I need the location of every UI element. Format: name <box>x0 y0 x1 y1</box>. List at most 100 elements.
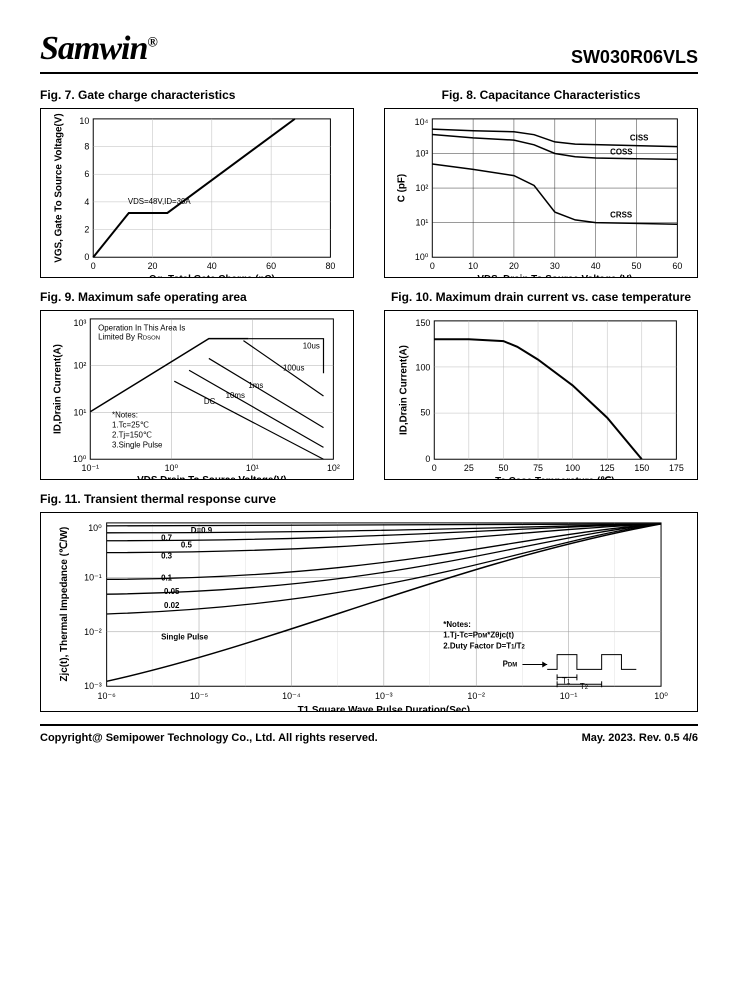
brand-logo: Samwin® <box>40 30 157 68</box>
svg-text:10: 10 <box>468 261 478 271</box>
svg-text:10⁰: 10⁰ <box>73 454 87 464</box>
svg-text:Limited By RDSON: Limited By RDSON <box>98 333 160 342</box>
svg-text:20: 20 <box>509 261 519 271</box>
svg-text:VDS, Drain To Source Voltage (: VDS, Drain To Source Voltage (V) <box>477 274 632 277</box>
svg-text:VDS=48V,ID=30A: VDS=48V,ID=30A <box>128 197 192 206</box>
svg-text:10⁻³: 10⁻³ <box>375 691 393 701</box>
svg-text:COSS: COSS <box>610 147 632 156</box>
svg-text:PDM: PDM <box>503 659 518 668</box>
svg-text:25: 25 <box>464 463 474 473</box>
svg-text:10⁰: 10⁰ <box>88 523 102 533</box>
svg-text:*Notes:: *Notes: <box>112 411 138 420</box>
svg-text:10⁰: 10⁰ <box>165 463 179 473</box>
svg-text:10³: 10³ <box>73 318 86 328</box>
svg-text:ID,Drain Current(A): ID,Drain Current(A) <box>399 345 410 435</box>
svg-text:150: 150 <box>416 318 431 328</box>
svg-text:0: 0 <box>432 463 437 473</box>
svg-text:1.Tc=25℃: 1.Tc=25℃ <box>112 421 149 430</box>
svg-text:40: 40 <box>591 261 601 271</box>
revision-text: May. 2023. Rev. 0.5 4/6 <box>582 732 698 744</box>
svg-text:10⁻²: 10⁻² <box>84 627 102 637</box>
part-number: SW030R06VLS <box>571 47 698 68</box>
page-footer: Copyright@ Semipower Technology Co., Ltd… <box>40 724 698 744</box>
svg-text:60: 60 <box>672 261 682 271</box>
svg-text:40: 40 <box>207 261 217 271</box>
svg-text:10⁴: 10⁴ <box>415 117 429 127</box>
svg-text:VDS,Drain To Source Voltage(V): VDS,Drain To Source Voltage(V) <box>137 475 286 479</box>
fig8-title: Fig. 8. Capacitance Characteristics <box>384 88 698 102</box>
svg-text:10⁻¹: 10⁻¹ <box>84 572 102 582</box>
svg-text:Zjc(t), Thermal Impedance (℃/W: Zjc(t), Thermal Impedance (℃/W) <box>59 527 70 682</box>
figure-10: Fig. 10. Maximum drain current vs. case … <box>384 290 698 480</box>
svg-text:20: 20 <box>148 261 158 271</box>
svg-text:10⁻¹: 10⁻¹ <box>82 463 100 473</box>
logo-text: Samwin <box>40 30 147 67</box>
svg-text:10⁻³: 10⁻³ <box>84 681 102 691</box>
svg-text:D=0.9: D=0.9 <box>191 526 213 535</box>
svg-text:50: 50 <box>632 261 642 271</box>
svg-text:10ms: 10ms <box>226 391 245 400</box>
svg-text:10⁰: 10⁰ <box>415 252 429 262</box>
svg-text:10¹: 10¹ <box>416 218 429 228</box>
svg-text:Tc,Case Temperature (℃): Tc,Case Temperature (℃) <box>495 476 614 479</box>
svg-text:100: 100 <box>565 463 580 473</box>
svg-text:75: 75 <box>533 463 543 473</box>
svg-text:10⁰: 10⁰ <box>654 691 668 701</box>
svg-text:100us: 100us <box>283 363 305 372</box>
svg-text:30: 30 <box>550 261 560 271</box>
page-header: Samwin® SW030R06VLS <box>40 30 698 74</box>
copyright-text: Copyright@ Semipower Technology Co., Ltd… <box>40 732 378 744</box>
svg-text:Single Pulse: Single Pulse <box>161 633 209 642</box>
fig10-title: Fig. 10. Maximum drain current vs. case … <box>384 290 698 304</box>
svg-text:10: 10 <box>79 116 89 126</box>
svg-text:CISS: CISS <box>630 134 648 143</box>
figure-11: Fig. 11. Transient thermal response curv… <box>40 492 698 712</box>
svg-text:10⁻¹: 10⁻¹ <box>560 691 578 701</box>
svg-text:60: 60 <box>266 261 276 271</box>
registered-mark: ® <box>147 36 156 51</box>
svg-text:10²: 10² <box>327 463 340 473</box>
svg-text:175: 175 <box>669 463 684 473</box>
svg-text:0: 0 <box>84 252 89 262</box>
svg-text:ID,Drain Current(A): ID,Drain Current(A) <box>53 344 64 434</box>
fig8-chart: CISS COSS CRSS 0 10 20 30 40 50 60 10⁰ 10¹ 10² 10… <box>384 108 698 278</box>
figure-7: Fig. 7. Gate charge characteristics <box>40 88 354 278</box>
fig10-chart: 0255075100125150175 050100150 Tc,Case Te… <box>384 310 698 480</box>
fig11-title: Fig. 11. Transient thermal response curv… <box>40 492 698 506</box>
svg-text:8: 8 <box>84 142 89 152</box>
svg-text:10³: 10³ <box>416 148 429 158</box>
svg-text:10²: 10² <box>73 360 86 370</box>
svg-text:0.7: 0.7 <box>161 534 173 543</box>
fig9-chart: Operation In This Area Is Limited By RDS… <box>40 310 354 480</box>
svg-text:10us: 10us <box>303 342 320 351</box>
fig9-title: Fig. 9. Maximum safe operating area <box>40 290 354 304</box>
svg-text:*Notes:: *Notes: <box>443 620 471 629</box>
svg-text:T2: T2 <box>580 682 588 691</box>
svg-text:Qg, Total Gate Charge (nC): Qg, Total Gate Charge (nC) <box>149 274 275 277</box>
chart-row-2: Fig. 9. Maximum safe operating area <box>40 290 698 480</box>
svg-text:0: 0 <box>430 261 435 271</box>
svg-text:CRSS: CRSS <box>610 211 632 220</box>
fig7-title: Fig. 7. Gate charge characteristics <box>40 88 354 102</box>
svg-text:DC: DC <box>204 397 216 406</box>
svg-text:C (pF): C (pF) <box>397 174 408 203</box>
svg-text:10⁻⁶: 10⁻⁶ <box>98 691 117 701</box>
svg-text:2.Duty Factor D=T1/T2: 2.Duty Factor D=T1/T2 <box>443 642 525 651</box>
svg-text:10⁻⁴: 10⁻⁴ <box>282 691 301 701</box>
svg-text:Operation In This Area Is: Operation In This Area Is <box>98 324 185 333</box>
fig7-chart: VDS=48V,ID=30A 020406080 0246810 Qg, Tot… <box>40 108 354 278</box>
svg-text:0.5: 0.5 <box>181 541 193 550</box>
svg-text:1.Tj-Tc=PDM*Zθjc(t): 1.Tj-Tc=PDM*Zθjc(t) <box>443 631 514 640</box>
svg-text:6: 6 <box>84 169 89 179</box>
svg-text:4: 4 <box>84 197 89 207</box>
svg-text:0.02: 0.02 <box>164 601 180 610</box>
svg-text:10²: 10² <box>416 183 429 193</box>
svg-text:10⁻⁵: 10⁻⁵ <box>190 691 209 701</box>
svg-text:0: 0 <box>425 454 430 464</box>
chart-row-1: Fig. 7. Gate charge characteristics <box>40 88 698 278</box>
svg-text:0.1: 0.1 <box>161 573 173 582</box>
svg-text:VGS, Gate To Source Voltage(V: VGS, Gate To Source Voltage(V) <box>54 113 65 262</box>
svg-text:150: 150 <box>634 463 649 473</box>
svg-text:0: 0 <box>91 261 96 271</box>
datasheet-page: Samwin® SW030R06VLS Fig. 7. Gate charge … <box>0 0 738 764</box>
